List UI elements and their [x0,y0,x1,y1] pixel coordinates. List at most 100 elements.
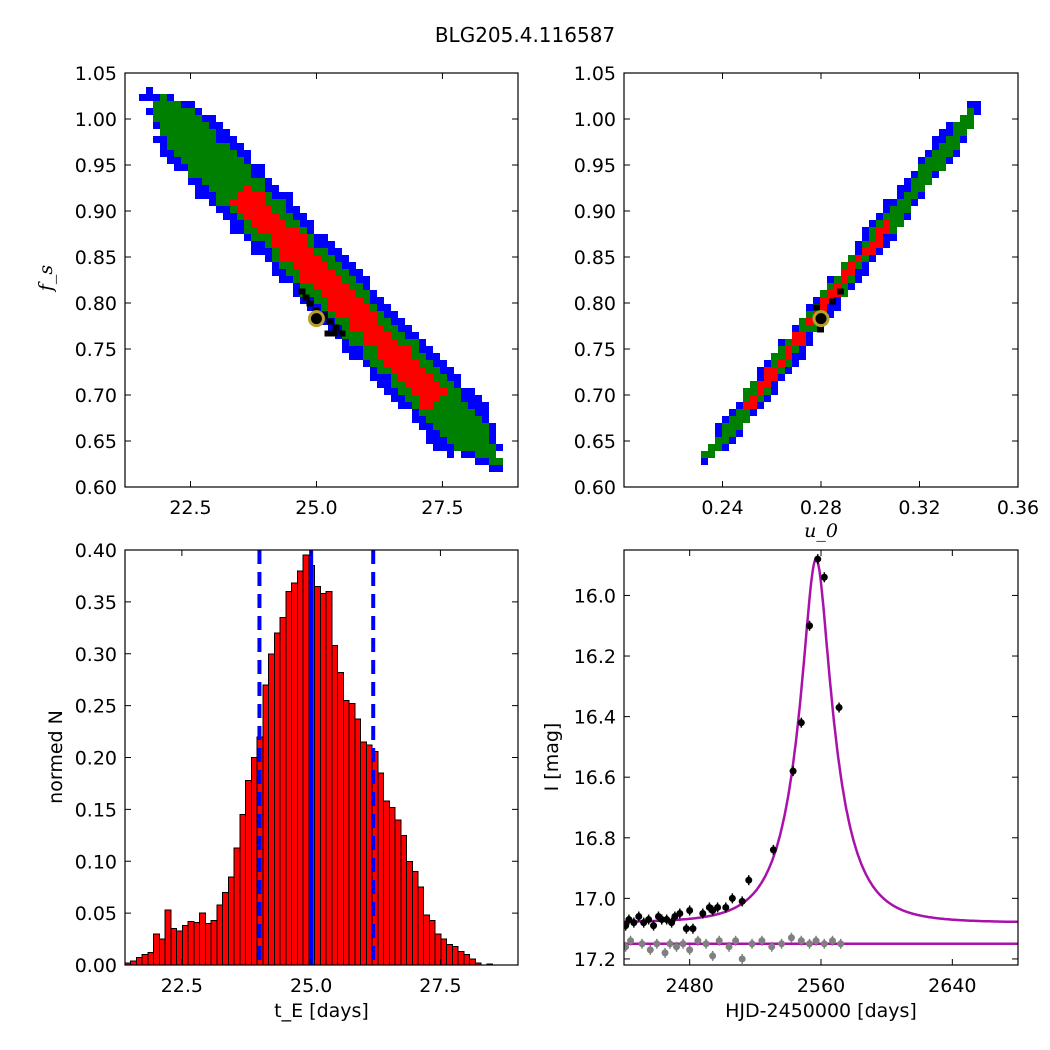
posterior-cell [482,458,489,465]
posterior-cell [489,465,496,472]
posterior-cell [426,430,433,437]
posterior-cell [321,234,328,241]
y-tick-label: 16.8 [574,828,616,850]
posterior-cell [293,290,300,297]
posterior-cell [216,185,223,192]
posterior-cell [216,129,223,136]
posterior-cell [412,381,419,388]
posterior-cell [468,423,475,430]
posterior-cell [412,374,419,381]
posterior-cell [475,416,482,423]
posterior-cell [475,451,482,458]
posterior-cell [377,360,384,367]
posterior-cell [953,136,960,143]
data-point [768,943,776,951]
best-fit-marker [812,310,830,328]
posterior-cell [482,423,489,430]
posterior-cell [918,164,925,171]
posterior-cell [230,199,237,206]
posterior-cell [237,185,244,192]
histogram-bar [153,933,160,966]
posterior-cell [433,423,440,430]
posterior-cell [279,213,286,220]
posterior-cell [216,150,223,157]
posterior-cell [356,311,363,318]
posterior-cell [974,101,981,108]
posterior-cell [764,374,771,381]
posterior-cell [715,437,722,444]
posterior-cell [258,220,265,227]
posterior-cell [209,136,216,143]
posterior-cell [356,290,363,297]
posterior-cell [272,234,279,241]
posterior-cell [335,297,342,304]
posterior-cell [447,416,454,423]
posterior-cell [223,157,230,164]
posterior-cell [321,255,328,262]
data-point [787,934,795,942]
posterior-cell [265,255,272,262]
posterior-cell [377,374,384,381]
posterior-cell [946,129,953,136]
posterior-cell [314,248,321,255]
posterior-cell [426,360,433,367]
posterior-cell [167,157,174,164]
posterior-cell [806,311,813,318]
posterior-cell [419,388,426,395]
posterior-cell [307,276,314,283]
posterior-cell [433,444,440,451]
y-tick-label: 1.00 [75,109,117,131]
y-tick-label: 0.85 [574,247,616,269]
posterior-cell [342,276,349,283]
y-tick-label: 17.2 [574,949,616,971]
posterior-cell [904,199,911,206]
posterior-cell [230,185,237,192]
posterior-cell [279,276,286,283]
posterior-cell [377,304,384,311]
posterior-cell [195,178,202,185]
posterior-cell [771,360,778,367]
posterior-cell [890,234,897,241]
posterior-cell [391,353,398,360]
x-tick-label: 22.5 [161,975,203,997]
posterior-cell [876,234,883,241]
posterior-cell [251,248,258,255]
posterior-cell [447,367,454,374]
posterior-cell [286,276,293,283]
histogram-bar [411,871,419,966]
posterior-cell [272,269,279,276]
posterior-cell [279,248,286,255]
posterior-cell [482,437,489,444]
best-fit-cell [332,324,340,331]
posterior-cell [904,192,911,199]
plot-frame [623,72,1019,488]
posterior-cell [356,353,363,360]
posterior-cell [862,269,869,276]
posterior-cell [384,374,391,381]
posterior-cell [384,318,391,325]
posterior-cell [475,409,482,416]
posterior-cell [251,213,258,220]
posterior-cell [883,234,890,241]
data-series-1 [624,932,845,964]
histogram-bar [273,632,281,966]
posterior-cell [454,416,461,423]
posterior-cell [195,185,202,192]
posterior-cell [342,325,349,332]
posterior-cell [419,409,426,416]
posterior-cell [433,381,440,388]
posterior-cell [230,213,237,220]
posterior-cell [447,395,454,402]
posterior-cell [335,248,342,255]
posterior-cell [398,388,405,395]
posterior-cell [771,353,778,360]
posterior-cell [258,164,265,171]
posterior-cell [237,199,244,206]
histogram-bar [406,860,413,966]
posterior-cell [384,388,391,395]
posterior-cell [181,150,188,157]
posterior-cell [307,220,314,227]
posterior-cell [757,395,764,402]
histogram-bar [337,671,344,966]
posterior-cell [216,143,223,150]
